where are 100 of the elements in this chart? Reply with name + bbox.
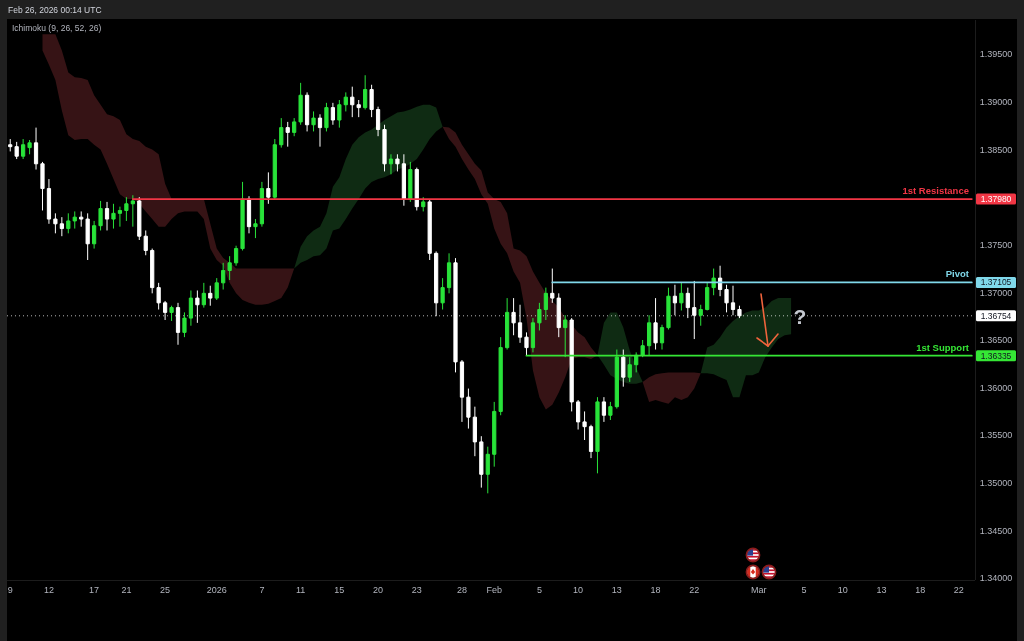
- x-tick-label: 5: [536, 585, 542, 596]
- candlestick: [427, 198, 432, 261]
- candlestick: [182, 311, 187, 338]
- candlestick: [14, 141, 19, 160]
- x-tick-label: 25: [160, 585, 171, 596]
- candlestick: [337, 99, 342, 129]
- candlestick: [446, 252, 452, 294]
- y-tick-label: 1.36000: [979, 382, 1013, 393]
- y-tick-label: 1.34000: [979, 573, 1013, 584]
- candlestick: [46, 178, 52, 225]
- candlestick: [492, 401, 497, 468]
- candlestick: [498, 336, 503, 416]
- annotation: Ichimoku (9, 26, 52, 26): [12, 22, 102, 33]
- data-label: 1.36335: [980, 350, 1012, 361]
- x-tick-label: 15: [334, 585, 345, 596]
- y-tick-label: 1.35000: [979, 478, 1013, 489]
- candlestick: [363, 74, 368, 111]
- candlestick: [537, 302, 542, 331]
- candlestick: [279, 117, 284, 149]
- x-tick-label: 5: [801, 585, 807, 596]
- candlestick: [117, 206, 123, 228]
- candlestick: [343, 91, 348, 112]
- candlestick: [679, 282, 684, 311]
- x-tick-label: 23: [411, 585, 422, 596]
- candlestick: [382, 124, 387, 172]
- candlestick: [8, 138, 13, 152]
- candlestick: [59, 216, 64, 237]
- candlestick: [98, 200, 103, 231]
- candlestick: [595, 396, 600, 474]
- candlestick: [124, 196, 129, 222]
- candlestick: [724, 284, 729, 313]
- candlestick: [92, 220, 97, 250]
- data-label: 1.37105: [980, 277, 1012, 288]
- candlestick: [324, 102, 329, 132]
- candlestick: [240, 181, 245, 251]
- candlestick: [408, 161, 413, 203]
- x-tick-label: 20: [373, 585, 384, 596]
- y-tick-label: 1.36500: [979, 335, 1013, 346]
- x-tick-label: 22: [689, 585, 700, 596]
- candlestick: [79, 210, 84, 228]
- x-tick-label: 18: [650, 585, 661, 596]
- x-tick-label: 10: [837, 585, 848, 596]
- candlestick: [395, 153, 400, 172]
- candlestick: [601, 396, 607, 423]
- candlestick: [698, 304, 703, 327]
- candlestick: [40, 161, 45, 211]
- candlestick: [479, 435, 484, 489]
- candlestick: [311, 110, 316, 132]
- candlestick: [730, 285, 736, 316]
- candlestick: [505, 297, 510, 351]
- x-tick-label: 18: [915, 585, 926, 596]
- ref-line-label: 1.36754: [980, 310, 1012, 321]
- x-tick-label: 2026: [206, 585, 227, 596]
- y-tick-label: 1.35500: [979, 430, 1013, 441]
- candlestick: [233, 245, 239, 267]
- candlestick: [543, 287, 548, 321]
- candlestick: [717, 265, 723, 297]
- y-tick-label: 1.37000: [979, 287, 1013, 298]
- candlestick: [524, 331, 529, 356]
- x-tick-label: 28: [456, 585, 467, 596]
- series-label: 1st Support: [916, 341, 970, 353]
- annotation: ?: [793, 305, 807, 329]
- candlestick: [227, 255, 232, 281]
- y-tick-label: 1.34500: [979, 525, 1013, 536]
- candlestick: [459, 359, 465, 423]
- series-label: 1st Resistance: [902, 185, 969, 197]
- candlestick: [21, 138, 26, 160]
- candlestick: [208, 285, 213, 307]
- candlestick: [621, 349, 626, 388]
- text: Feb 26, 2026 00:14 UTC: [8, 4, 102, 15]
- x-tick-label: 13: [876, 585, 887, 596]
- x-tick-label: 22: [953, 585, 964, 596]
- x-tick-label: Feb: [486, 585, 502, 596]
- candlestick: [33, 127, 39, 171]
- x-tick-label: Mar: [751, 585, 767, 596]
- candlestick: [298, 82, 303, 126]
- candlestick: [221, 262, 226, 291]
- y-tick-label: 1.38500: [979, 144, 1013, 155]
- candlestick: [369, 84, 374, 118]
- candlestick: [588, 424, 594, 459]
- candlestick: [517, 304, 523, 344]
- candlestick: [608, 401, 613, 421]
- candlestick: [214, 277, 219, 301]
- candlestick: [317, 113, 323, 148]
- y-tick-label: 1.39000: [979, 97, 1013, 108]
- candlestick: [375, 106, 381, 137]
- candlestick: [292, 117, 297, 137]
- y-tick-label: 1.39500: [979, 49, 1013, 60]
- x-tick-label: 9: [7, 585, 13, 596]
- candlestick: [111, 203, 116, 230]
- candlestick: [130, 194, 135, 228]
- candlestick: [440, 277, 445, 311]
- candlestick: [569, 317, 574, 412]
- x-tick-label: 10: [573, 585, 584, 596]
- candlestick: [576, 399, 581, 431]
- candlestick: [659, 324, 665, 351]
- candlestick: [466, 388, 471, 430]
- candlestick: [530, 317, 536, 353]
- x-tick-label: 13: [611, 585, 622, 596]
- x-tick-label: 11: [295, 585, 306, 596]
